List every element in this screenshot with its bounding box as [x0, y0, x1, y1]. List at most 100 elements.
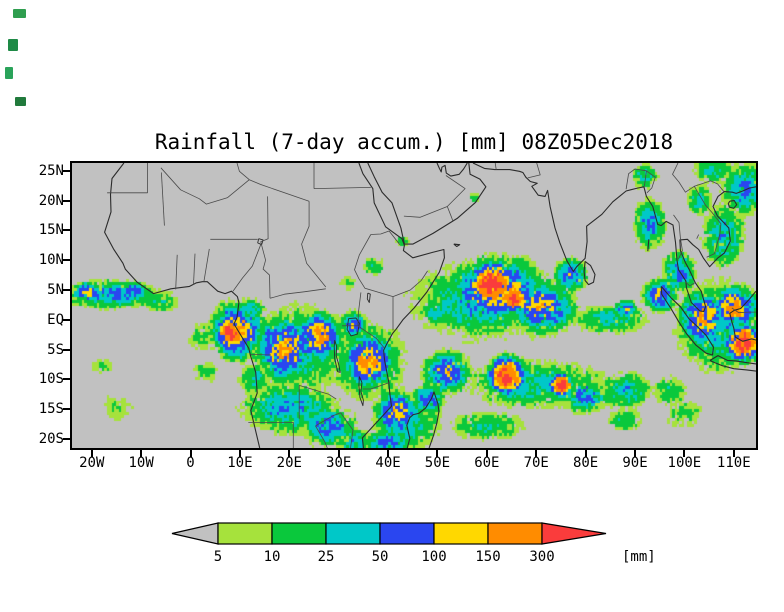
- colorbar-segment-4: [379, 522, 435, 545]
- rainfall-field-canvas: [72, 163, 756, 448]
- x-tick: [238, 450, 241, 457]
- border-mauritania-mali: [161, 172, 165, 226]
- coastline-persian-gulf: [436, 163, 468, 177]
- colorbar-segment-3: [325, 522, 381, 545]
- x-tick-label: 90E: [622, 455, 648, 471]
- x-tick: [387, 450, 390, 457]
- border-drc-angola: [250, 354, 272, 356]
- border-benin-nigeria: [203, 248, 210, 282]
- coastline-borneo: [729, 290, 756, 342]
- border-congo-car-drc: [269, 288, 326, 299]
- x-tick: [485, 450, 488, 457]
- x-tick: [683, 450, 686, 457]
- border-sudan-ethiopia: [354, 234, 394, 297]
- coastline-asia-south: [472, 163, 756, 313]
- y-tick: [63, 229, 70, 232]
- border-libya-niger-chad: [249, 179, 310, 202]
- border-kenya-tanzania: [357, 325, 385, 349]
- border-thailand-cambodia: [696, 234, 700, 239]
- lake-victoria: [346, 317, 360, 337]
- colorbar: [171, 522, 607, 545]
- y-tick: [63, 169, 70, 172]
- x-tick-label: 20E: [276, 455, 302, 471]
- colorbar-level-label: 150: [475, 549, 501, 565]
- coastline-arabia: [367, 163, 487, 245]
- border-india-myanmar: [646, 170, 656, 194]
- border-yemen-oman: [446, 206, 454, 221]
- y-tick-label: 20N: [38, 192, 64, 209]
- border-ghana-togo: [193, 253, 196, 285]
- map-overlay: [104, 163, 756, 448]
- border-myanmar-thailand: [673, 214, 683, 260]
- border-angola-namibia: [248, 422, 294, 448]
- x-tick-label: 10W: [128, 455, 154, 471]
- x-tick-label: 10E: [227, 455, 253, 471]
- border-tanzania-mozambique: [362, 382, 391, 390]
- x-tick: [140, 450, 143, 457]
- border-india-bangladesh: [625, 168, 647, 190]
- chart-title: Rainfall (7-day accum.) [mm] 08Z05Dec201…: [154, 130, 674, 154]
- coastline-java-south: [709, 359, 756, 372]
- colorbar-arrow-right: [541, 522, 607, 545]
- colorbar-level-label: 10: [263, 549, 281, 565]
- colorbar-level-label: 5: [213, 549, 223, 565]
- border-pakistan-india: [527, 163, 541, 179]
- lake-tanganyika: [333, 339, 341, 373]
- colorbar-level-label: 100: [421, 549, 447, 565]
- coastline-madagascar: [406, 391, 440, 448]
- coastline-sri-lanka: [583, 260, 596, 286]
- coastline-andaman: [647, 239, 650, 252]
- border-iran-pakistan: [494, 163, 497, 170]
- x-tick-label: 100E: [667, 455, 702, 471]
- border-cote-ghana: [175, 254, 178, 290]
- y-tick: [63, 288, 70, 291]
- border-nigeria-cameroon: [232, 244, 262, 292]
- colorbar-segment-1: [217, 522, 273, 545]
- colorbar-segment-2: [271, 522, 327, 545]
- stray-mark: [15, 97, 26, 106]
- border-ethiopia-somalia: [392, 270, 428, 297]
- colorbar-level-label: 50: [371, 549, 389, 565]
- x-tick: [90, 450, 93, 457]
- x-tick-label: 30E: [326, 455, 352, 471]
- coastline-sumatra: [660, 286, 715, 356]
- x-tick: [732, 450, 735, 457]
- stray-mark: [13, 9, 26, 18]
- y-tick-label: 5S: [47, 341, 64, 358]
- coastline-socotra: [453, 243, 461, 248]
- stray-mark: [8, 39, 18, 51]
- x-tick: [288, 450, 291, 457]
- border-zambia-zimbabwe: [315, 412, 341, 427]
- x-tick-label: 70E: [523, 455, 549, 471]
- border-algeria-libya: [236, 163, 250, 181]
- x-tick-label: 0: [186, 455, 195, 471]
- colorbar-segment-6: [487, 522, 543, 545]
- colorbar-level-label: 25: [317, 549, 335, 565]
- coastline-hainan: [727, 200, 738, 209]
- x-tick-label: 50E: [424, 455, 451, 471]
- coastline-africa-west: [104, 163, 261, 448]
- y-tick: [63, 408, 70, 411]
- colorbar-segment-5: [433, 522, 489, 545]
- x-tick: [337, 450, 340, 457]
- border-zimbabwe-mozambique: [340, 412, 354, 448]
- y-tick-label: EQ: [47, 311, 64, 328]
- colorbar-arrow-left: [171, 522, 219, 545]
- x-tick: [436, 450, 439, 457]
- border-china-myanmar-vietnam: [672, 163, 725, 193]
- border-uganda-kenya: [357, 292, 362, 326]
- border-botswana-zimbabwe: [315, 425, 328, 448]
- x-tick: [634, 450, 636, 457]
- border-egypt-sudan: [313, 187, 371, 189]
- y-tick-label: 5N: [47, 281, 64, 298]
- lake-turkana: [366, 292, 371, 303]
- border-sudan-chad-car: [301, 201, 327, 288]
- y-tick-label: 10S: [38, 371, 64, 388]
- x-tick-label: 80E: [572, 455, 599, 471]
- x-tick-label: 110E: [716, 455, 751, 471]
- border-laos-vietnam: [693, 186, 722, 235]
- x-tick: [189, 450, 192, 457]
- border-cambodia-vietnam: [706, 233, 721, 258]
- x-tick-label: 60E: [474, 455, 500, 471]
